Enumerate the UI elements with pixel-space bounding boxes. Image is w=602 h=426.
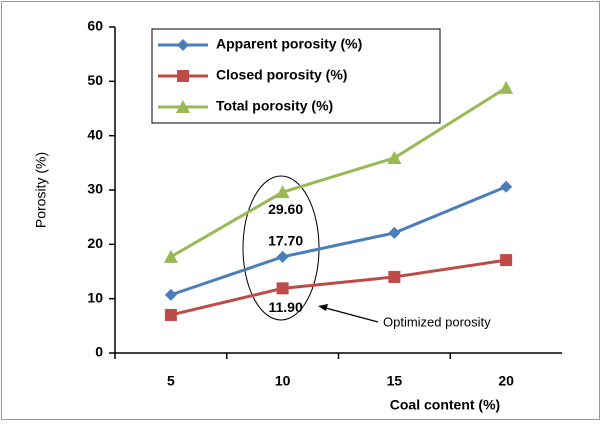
x-tick-label: 5: [167, 373, 175, 389]
point: [500, 254, 513, 267]
y-axis-title: Porosity (%): [33, 152, 49, 228]
point: [387, 150, 402, 164]
x-tick-label: 15: [387, 373, 403, 389]
series-line: [170, 258, 507, 317]
series-line: [170, 86, 507, 259]
y-tick-label: 30: [87, 181, 103, 197]
point: [163, 249, 178, 263]
point: [164, 288, 177, 301]
y-tick-label: 60: [87, 18, 103, 34]
x-tick-label: 20: [498, 373, 514, 389]
legend-label: Total porosity (%): [216, 98, 333, 114]
point: [388, 226, 401, 239]
value-label: 29.60: [268, 201, 303, 217]
annotation: Optimized porosity: [383, 314, 491, 329]
value-label: 17.70: [268, 233, 303, 249]
value-label: 11.90: [268, 299, 302, 315]
annotation-arrow: [321, 306, 379, 323]
legend-label: Apparent porosity (%): [216, 36, 362, 52]
arrow-head: [318, 304, 328, 311]
legend-label: Closed porosity (%): [216, 67, 347, 83]
x-tick-label: 10: [275, 373, 291, 389]
legend-marker: [177, 70, 189, 82]
x-axis-title: Coal content (%): [390, 397, 500, 413]
point: [499, 80, 514, 94]
y-tick-label: 0: [95, 344, 103, 360]
y-tick-label: 10: [87, 289, 103, 305]
point: [275, 185, 290, 199]
y-tick-label: 50: [87, 72, 103, 88]
point: [388, 270, 401, 283]
point: [276, 250, 289, 263]
series-line: [170, 185, 507, 297]
point: [164, 308, 177, 321]
legend-marker: [177, 39, 189, 51]
y-tick-label: 40: [87, 126, 103, 142]
point: [500, 180, 513, 193]
y-tick-label: 20: [87, 235, 103, 251]
point: [276, 282, 289, 295]
legend-marker: [176, 100, 190, 113]
